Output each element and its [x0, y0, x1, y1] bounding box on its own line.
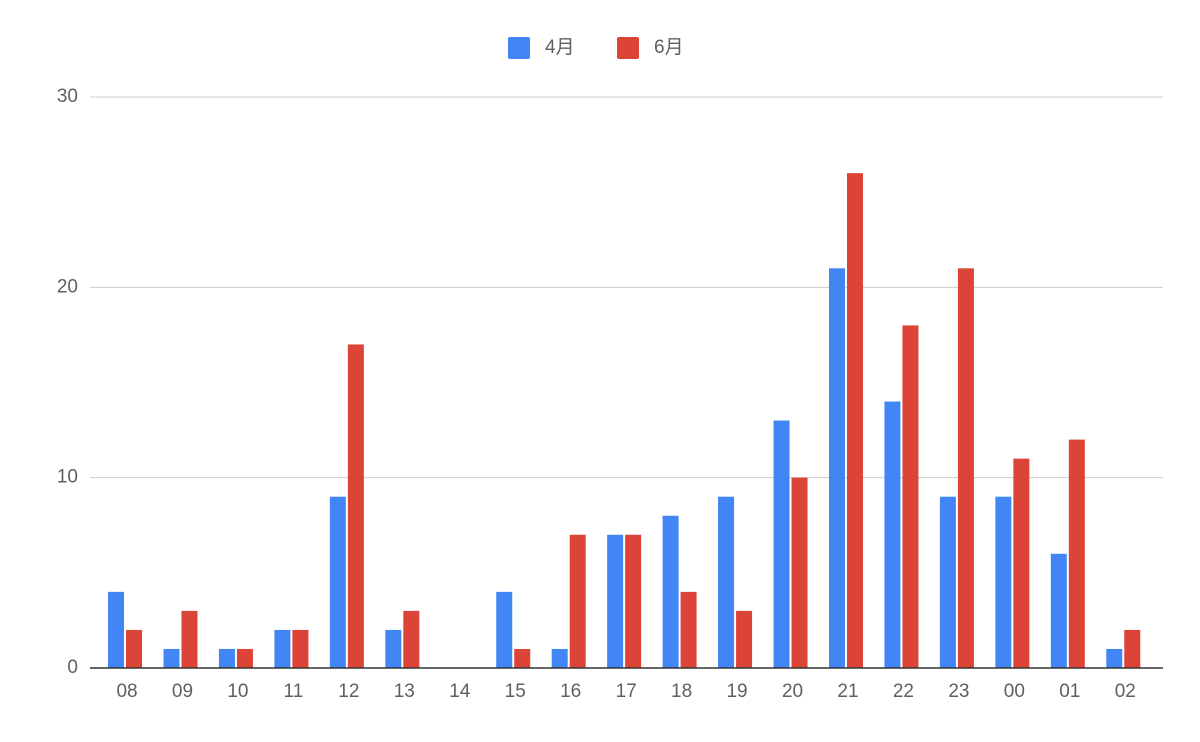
bar: [236, 648, 253, 668]
y-tick-label: 20: [57, 276, 78, 297]
x-tick-label: 11: [284, 681, 304, 702]
x-tick-label: 16: [560, 681, 581, 702]
legend-label: 4月: [545, 37, 575, 58]
x-tick-label: 22: [893, 681, 914, 702]
bar: [736, 610, 753, 668]
x-tick-label: 09: [172, 681, 193, 702]
bar: [1013, 458, 1030, 668]
bar: [347, 344, 364, 668]
bar: [884, 401, 901, 668]
bar: [514, 648, 531, 668]
bar: [902, 325, 919, 668]
x-tick-label: 02: [1115, 681, 1136, 702]
bar: [625, 534, 642, 668]
x-tick-label: 21: [837, 681, 858, 702]
x-tick-label: 15: [505, 681, 526, 702]
x-tick-label: 17: [616, 681, 637, 702]
x-tick-label: 10: [227, 681, 248, 702]
x-tick-label: 14: [449, 681, 471, 702]
bar: [939, 496, 956, 668]
bar: [680, 591, 697, 668]
x-tick-label: 01: [1059, 681, 1080, 702]
bar: [385, 629, 402, 668]
x-tick-label: 12: [338, 681, 359, 702]
bar: [828, 268, 845, 668]
bar: [108, 591, 125, 668]
x-tick-label: 08: [116, 681, 137, 702]
x-tick-label: 00: [1004, 681, 1025, 702]
bar: [292, 629, 309, 668]
bar: [126, 629, 143, 668]
bar: [218, 648, 235, 668]
bar: [995, 496, 1012, 668]
bar: [1050, 553, 1067, 668]
bar: [1068, 439, 1085, 668]
bar: [791, 477, 808, 668]
bar: [718, 496, 735, 668]
bar: [773, 420, 790, 668]
bar: [846, 173, 863, 668]
bar: [403, 610, 420, 668]
legend-swatch: [617, 37, 639, 59]
bar: [329, 496, 346, 668]
y-tick-label: 0: [67, 657, 78, 678]
bar: [551, 648, 568, 668]
bar: [1124, 629, 1141, 668]
x-tick-label: 19: [726, 681, 747, 702]
bar: [274, 629, 291, 668]
legend-label: 6月: [654, 37, 684, 58]
bar: [662, 515, 679, 668]
y-tick-label: 30: [57, 86, 78, 107]
y-tick-label: 10: [57, 467, 78, 488]
legend-swatch: [508, 37, 530, 59]
x-tick-label: 23: [948, 681, 969, 702]
bar: [957, 268, 974, 668]
x-tick-label: 18: [671, 681, 692, 702]
bar: [163, 648, 180, 668]
bar: [1106, 648, 1123, 668]
bar: [569, 534, 586, 668]
x-tick-label: 20: [782, 681, 803, 702]
x-tick-label: 13: [394, 681, 415, 702]
bar: [607, 534, 624, 668]
bar: [181, 610, 198, 668]
bar: [496, 591, 513, 668]
